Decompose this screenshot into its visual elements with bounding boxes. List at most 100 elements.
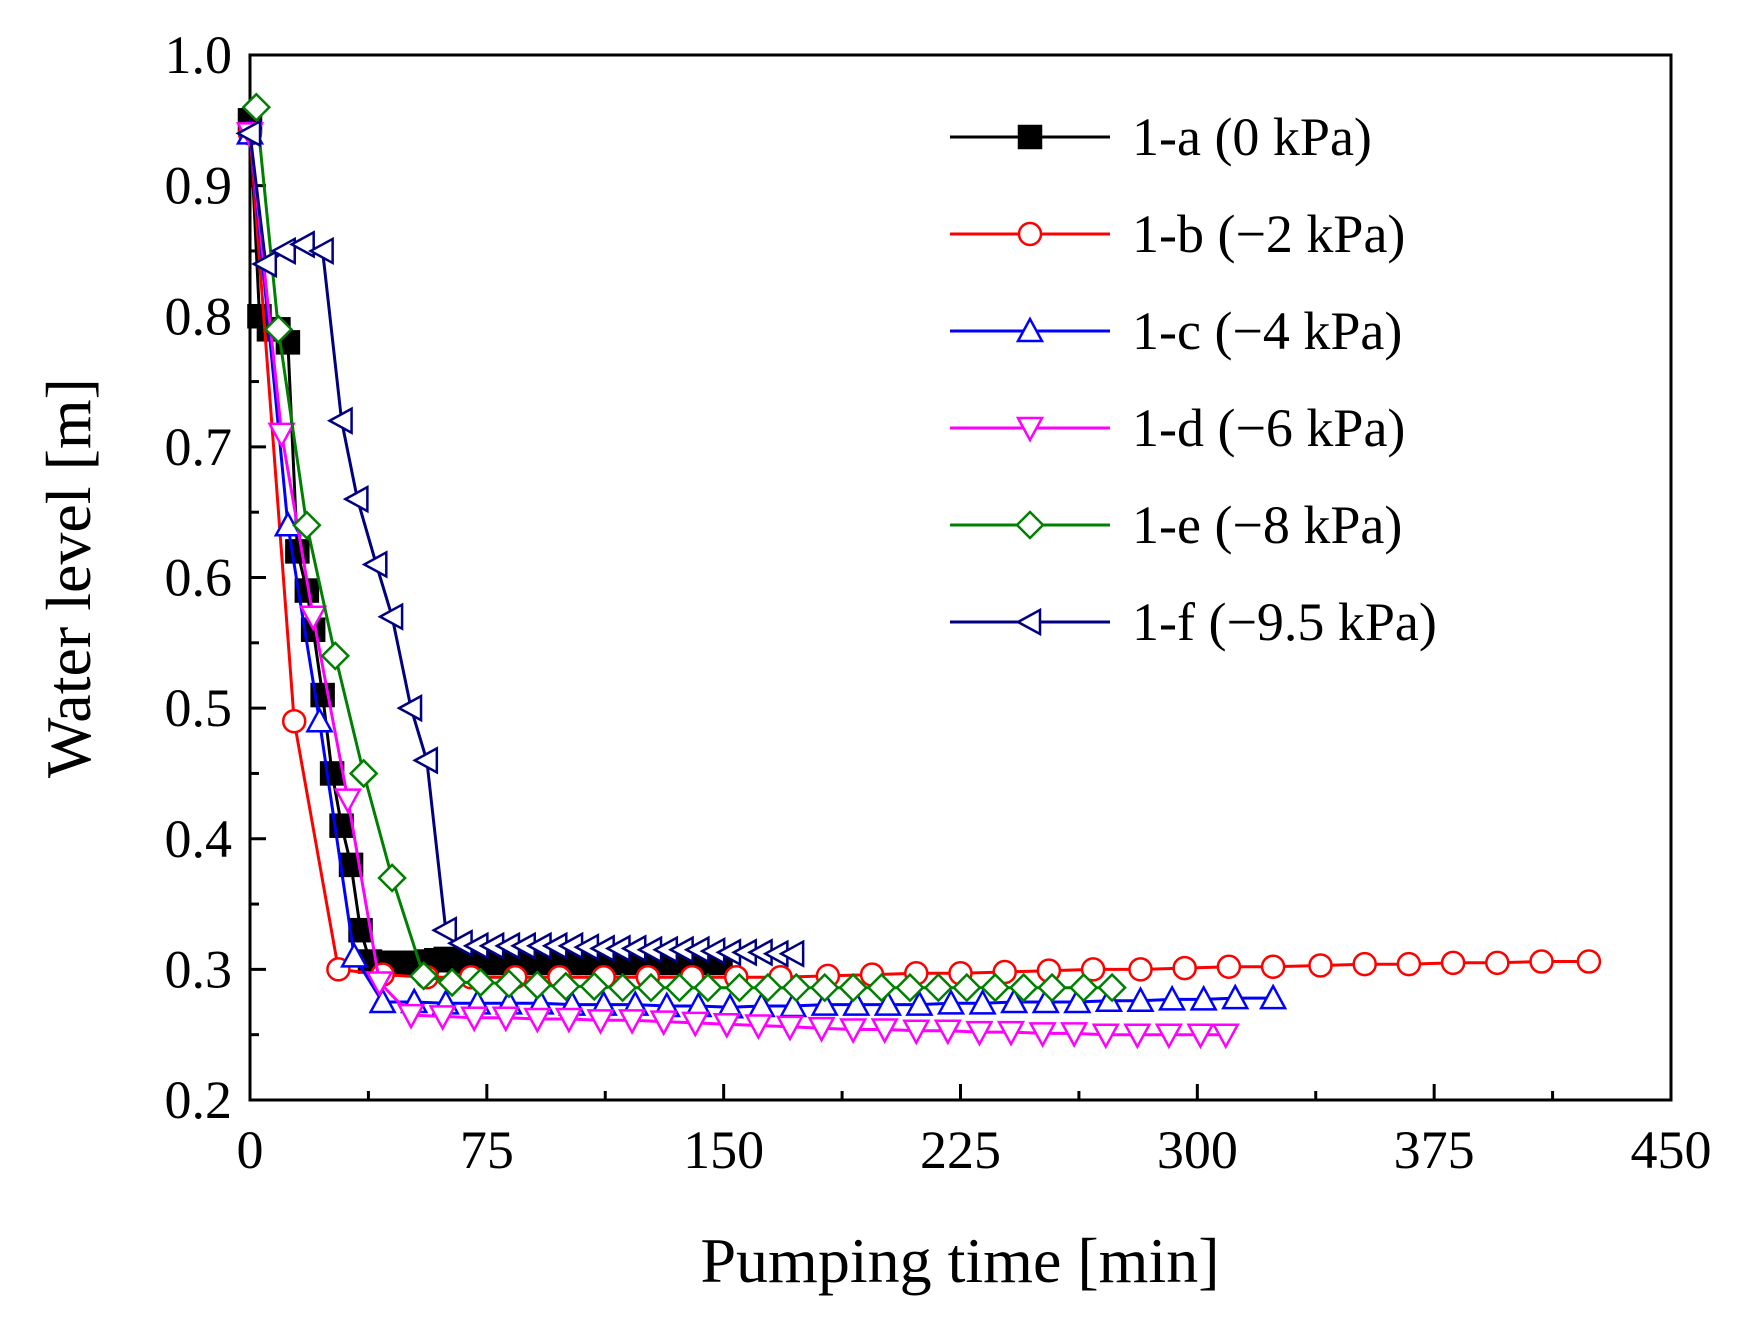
data-point: [299, 605, 328, 632]
legend-item: 1-c (−4 kPa): [950, 301, 1402, 361]
data-point: [1260, 954, 1286, 980]
x-tick-label: 375: [1394, 1120, 1475, 1180]
data-point: [1015, 607, 1042, 637]
data-point: [1186, 1023, 1215, 1050]
data-point: [340, 941, 369, 968]
data-point: [1123, 1023, 1152, 1050]
y-tick-label: 0.6: [165, 548, 233, 608]
data-point: [744, 1014, 773, 1041]
data-point: [842, 990, 871, 1016]
data-point: [396, 694, 423, 723]
x-tick-label: 450: [1631, 1120, 1712, 1180]
data-point: [1485, 950, 1510, 976]
data-point: [980, 972, 1011, 1003]
x-axis-ticks: 0 75 150 225 300 375 450: [237, 1084, 1712, 1180]
data-point: [333, 788, 362, 815]
data-point: [396, 1003, 426, 1030]
data-point: [241, 92, 272, 123]
data-point: [617, 1009, 647, 1035]
data-point: [579, 971, 609, 1002]
series: [241, 92, 1127, 1003]
data-point: [968, 988, 997, 1015]
legend-label: 1-f (−9.5 kPa): [1132, 592, 1437, 652]
data-point: [1000, 987, 1029, 1014]
data-point: [809, 972, 840, 1003]
data-point: [368, 987, 397, 1014]
legend-label: 1-d (−6 kPa): [1132, 398, 1405, 458]
data-point: [1037, 972, 1067, 1003]
legend: 1-a (0 kPa) 1-b (−2 kPa) 1-c (−4 kPa) 1-d (…: [950, 107, 1437, 652]
legend-label: 1-c (−4 kPa): [1132, 301, 1402, 361]
data-point: [810, 990, 839, 1016]
data-point: [465, 967, 496, 998]
data-point: [724, 972, 755, 1003]
data-point: [1097, 972, 1127, 1003]
data-point: [870, 1018, 899, 1045]
data-point: [905, 990, 934, 1016]
data-point: [781, 972, 812, 1003]
data-point: [902, 1019, 931, 1046]
series: [235, 119, 805, 968]
data-point: [839, 1018, 868, 1045]
x-tick-label: 0: [237, 1120, 264, 1180]
data-point: [551, 971, 581, 1002]
data-point: [1091, 1023, 1120, 1050]
data-point: [522, 970, 553, 1000]
data-point: [775, 1015, 805, 1042]
legend-label: 1-e (−8 kPa): [1132, 495, 1402, 555]
data-point: [326, 406, 353, 435]
data-point: [305, 706, 334, 733]
y-tick-label: 1.0: [165, 25, 233, 85]
data-point: [923, 972, 954, 1003]
data-point: [1157, 984, 1187, 1011]
y-tick-label: 0.5: [165, 678, 233, 738]
data-point: [1172, 955, 1197, 981]
data-point: [342, 485, 369, 514]
data-point: [412, 746, 439, 775]
y-tick-label: 0.8: [165, 286, 233, 346]
x-tick-label: 225: [920, 1120, 1001, 1180]
data-point: [1017, 221, 1043, 247]
data-point: [251, 249, 278, 279]
data-point: [778, 939, 805, 968]
y-tick-label: 0.2: [165, 1070, 233, 1130]
data-point: [408, 961, 439, 991]
data-point: [681, 1011, 710, 1038]
series-line: [248, 133, 1226, 1037]
series-layer: [235, 92, 1602, 1050]
series-line: [254, 107, 1113, 990]
data-point: [270, 236, 296, 266]
data-point: [431, 916, 458, 945]
data-point: [586, 1009, 615, 1035]
data-point: [289, 230, 315, 259]
data-point: [753, 972, 783, 1003]
data-point: [1028, 1022, 1057, 1048]
data-point: [1352, 951, 1377, 977]
data-point: [1060, 1022, 1089, 1048]
legend-item: 1-a (0 kPa): [950, 107, 1372, 167]
data-point: [1154, 1023, 1184, 1050]
data-point: [428, 1005, 457, 1032]
data-point: [1128, 957, 1153, 982]
data-point: [1216, 954, 1242, 980]
series: [235, 122, 1240, 1050]
x-tick-label: 300: [1157, 1120, 1238, 1180]
data-point: [365, 971, 394, 998]
data-point: [838, 972, 868, 1003]
legend-label: 1-a (0 kPa): [1132, 107, 1372, 167]
data-point: [607, 972, 638, 1003]
plot-area: 0 75 150 225 300 375 450 0.2 0.3 0.4 0.5 0.6 0.7 0.8…: [165, 25, 1712, 1180]
x-tick-label: 75: [460, 1120, 514, 1180]
data-point: [1094, 986, 1124, 1012]
data-point: [1068, 972, 1099, 1003]
data-point: [292, 510, 322, 541]
y-tick-label: 0.4: [165, 809, 233, 869]
data-point: [866, 972, 897, 1003]
data-point: [377, 863, 407, 893]
data-point: [1015, 510, 1045, 540]
data-point: [1440, 950, 1466, 976]
data-point: [281, 708, 307, 734]
y-tick-label: 0.3: [165, 939, 233, 999]
y-tick-label: 0.9: [165, 156, 233, 216]
data-point: [1211, 1023, 1240, 1050]
